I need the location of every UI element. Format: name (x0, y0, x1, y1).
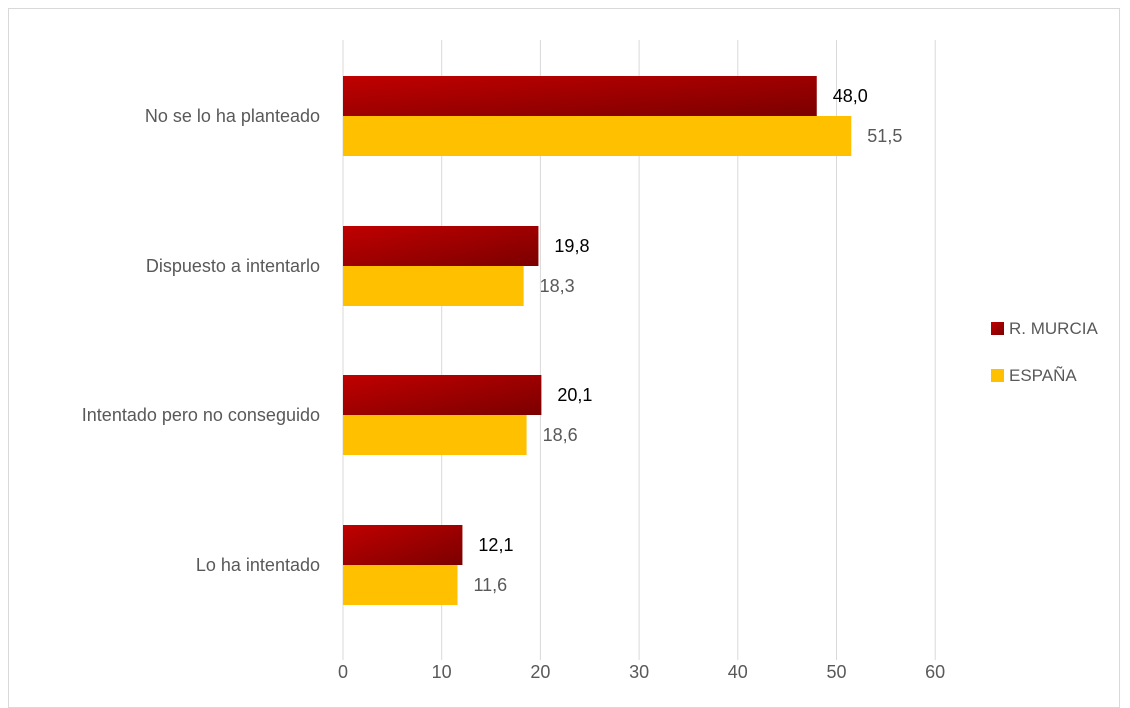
bar-murcia (343, 375, 542, 415)
bar-espana (343, 266, 524, 306)
bar-espana (343, 565, 458, 605)
data-label: 18,3 (540, 276, 575, 296)
data-label: 19,8 (554, 236, 589, 256)
data-labels: 12,1 11,6 20,1 18,6 19,8 18,3 48,0 51,5 (473, 86, 902, 595)
legend-swatch (991, 369, 1004, 382)
x-tick-label: 10 (432, 662, 452, 682)
x-tick-label: 60 (925, 662, 945, 682)
data-label: 18,6 (543, 425, 578, 445)
data-label: 51,5 (867, 126, 902, 146)
x-tick-label: 30 (629, 662, 649, 682)
bars (343, 76, 852, 605)
category-axis: Lo ha intentado Intentado pero no consegu… (82, 106, 320, 575)
bar-murcia (343, 525, 463, 565)
legend: R. MURCIA ESPAÑA (991, 319, 1098, 385)
data-label: 20,1 (557, 385, 592, 405)
bar-espana (343, 116, 852, 156)
category-label: Intentado pero no conseguido (82, 405, 320, 425)
x-tick-label: 40 (728, 662, 748, 682)
bar-murcia (343, 226, 539, 266)
category-label: No se lo ha planteado (145, 106, 320, 126)
bar-chart: 12,1 11,6 20,1 18,6 19,8 18,3 48,0 51,5 Lo ha i… (82, 40, 1098, 682)
legend-label: ESPAÑA (1009, 366, 1077, 385)
x-tick-label: 0 (338, 662, 348, 682)
category-label: Dispuesto a intentarlo (146, 256, 320, 276)
data-label: 11,6 (473, 575, 507, 595)
bar-espana (343, 415, 527, 455)
data-label: 48,0 (833, 86, 868, 106)
x-tick-label: 50 (826, 662, 846, 682)
x-tick-label: 20 (530, 662, 550, 682)
legend-label: R. MURCIA (1009, 319, 1098, 338)
bar-murcia (343, 76, 817, 116)
value-axis: 0 10 20 30 40 50 60 (338, 662, 945, 682)
category-label: Lo ha intentado (196, 555, 320, 575)
legend-swatch (991, 322, 1004, 335)
data-label: 12,1 (478, 535, 513, 555)
